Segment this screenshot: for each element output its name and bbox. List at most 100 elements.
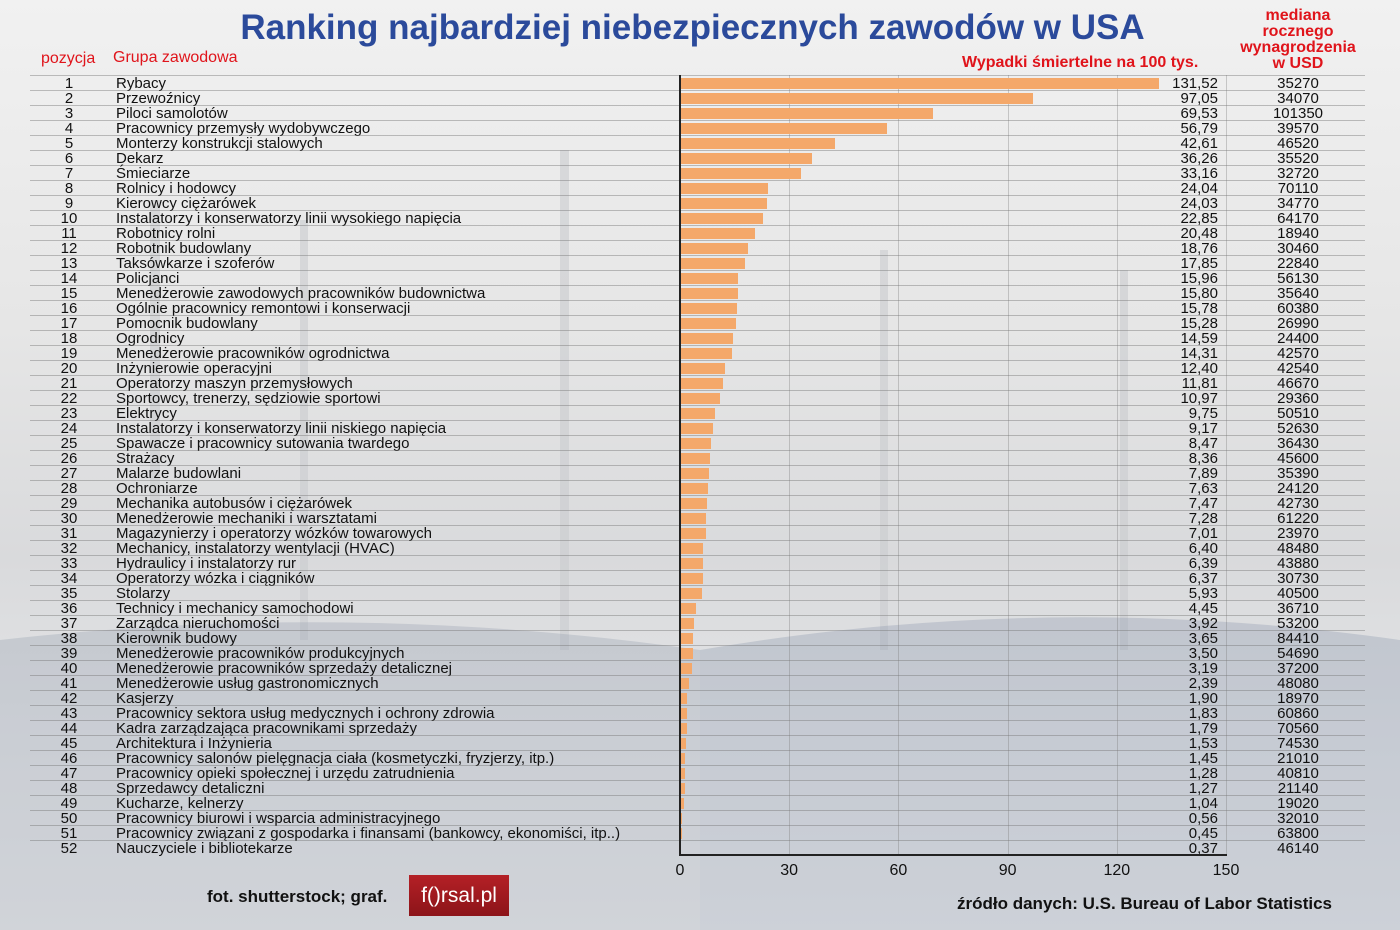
table-row: 43 Pracownicy sektora usług medycznych i … [30, 705, 1365, 721]
row-salary: 36710 [1277, 600, 1319, 617]
row-position: 29 [60, 495, 78, 512]
row-occupation: Operatorzy wózka i ciągników [116, 570, 315, 587]
bar-value-label: 7,28 [1188, 510, 1218, 527]
table-row: 44 Kadra zarządzająca pracownikami sprzed… [30, 720, 1365, 736]
row-position: 25 [60, 435, 78, 452]
row-position: 48 [60, 780, 78, 797]
x-tick-label: 120 [1103, 862, 1131, 879]
table-row: 17 Pomocnik budowlany 15,28 26990 [30, 315, 1365, 331]
bar [680, 648, 693, 659]
x-tick-label: 90 [998, 862, 1017, 879]
row-salary: 48080 [1277, 675, 1319, 692]
table-row: 10 Instalatorzy i konserwatorzy linii wys… [30, 210, 1365, 226]
row-salary: 40810 [1277, 765, 1319, 782]
bar-value-label: 24,04 [1180, 180, 1218, 197]
row-position: 1 [64, 75, 74, 92]
table-row: 41 Menedżerowie usług gastronomicznych 2,3… [30, 675, 1365, 691]
row-salary: 18940 [1277, 225, 1319, 242]
row-position: 16 [60, 300, 78, 317]
row-occupation: Śmieciarze [116, 165, 191, 182]
row-salary: 23970 [1277, 525, 1319, 542]
row-position: 44 [60, 720, 78, 737]
bar [680, 153, 812, 164]
row-occupation: Strażacy [116, 450, 175, 467]
row-position: 4 [64, 120, 74, 137]
row-occupation: Kadra zarządzająca pracownikami sprzedaż… [116, 720, 417, 737]
row-occupation: Przewoźnicy [116, 90, 201, 107]
bar-value-label: 14,31 [1180, 345, 1218, 362]
bar [680, 813, 683, 824]
row-salary: 60380 [1277, 300, 1319, 317]
row-occupation: Nauczyciele i bibliotekarze [116, 840, 293, 857]
row-salary: 46670 [1277, 375, 1319, 392]
bar [680, 558, 704, 569]
row-position: 46 [60, 750, 78, 767]
forsal-logo[interactable]: f()rsal.pl [409, 875, 509, 916]
table-row: 16 Ogólnie pracownicy remontowi i konserw… [30, 300, 1365, 316]
bar-value-label: 11,81 [1181, 375, 1218, 392]
header-salary: mediana rocznego wynagrodzenia w USD [1228, 8, 1368, 72]
row-occupation: Sprzedawcy detaliczni [116, 780, 265, 797]
row-occupation: Kierownik budowy [116, 630, 237, 647]
table-row: 51 Pracownicy związani z gospodarka i fin… [30, 825, 1365, 841]
bar-value-label: 12,40 [1180, 360, 1218, 377]
table-row: 6 Dekarz 36,26 35520 [30, 150, 1365, 166]
row-occupation: Operatorzy maszyn przemysłowych [116, 375, 353, 392]
table-row: 21 Operatorzy maszyn przemysłowych 11,81 46… [30, 375, 1365, 391]
bar-value-label: 7,01 [1188, 525, 1218, 542]
bar [680, 453, 711, 464]
row-occupation: Inżynierowie operacyjni [116, 360, 272, 377]
header-salary-line: w USD [1272, 55, 1324, 72]
row-position: 8 [64, 180, 74, 197]
bar [680, 108, 934, 119]
x-tick-label: 150 [1212, 862, 1240, 879]
row-position: 41 [60, 675, 78, 692]
bar-value-label: 15,80 [1180, 285, 1218, 302]
bar-value-label: 14,59 [1180, 330, 1218, 347]
row-salary: 42540 [1277, 360, 1319, 377]
row-salary: 35520 [1277, 150, 1319, 167]
bar [680, 303, 738, 314]
row-position: 14 [60, 270, 78, 287]
table-row: 29 Mechanika autobusów i ciężarówek 7,47 42… [30, 495, 1365, 511]
table-row: 18 Ogrodnicy 14,59 24400 [30, 330, 1365, 346]
bar-value-label: 33,16 [1180, 165, 1218, 182]
x-axis-line [679, 854, 1227, 856]
row-occupation: Pomocnik budowlany [116, 315, 258, 332]
row-position: 22 [60, 390, 78, 407]
row-position: 28 [60, 480, 78, 497]
row-occupation: Menedżerowie usług gastronomicznych [116, 675, 379, 692]
row-position: 40 [60, 660, 78, 677]
row-position: 15 [60, 285, 78, 302]
row-position: 9 [64, 195, 74, 212]
row-salary: 42730 [1277, 495, 1319, 512]
row-position: 35 [60, 585, 78, 602]
row-position: 50 [60, 810, 78, 827]
row-position: 6 [64, 150, 74, 167]
bar-value-label: 17,85 [1180, 255, 1218, 272]
row-salary: 45600 [1277, 450, 1319, 467]
header-salary-line: wynagrodzenia [1240, 39, 1356, 56]
bar [680, 528, 706, 539]
row-occupation: Pracownicy biurowi i wsparcia administra… [116, 810, 441, 827]
row-position: 45 [60, 735, 78, 752]
table-row: 38 Kierownik budowy 3,65 84410 [30, 630, 1365, 646]
row-occupation: Sportowcy, trenerzy, sędziowie sportowi [116, 390, 381, 407]
table-row: 24 Instalatorzy i konserwatorzy linii nis… [30, 420, 1365, 436]
row-occupation: Zarządca nieruchomości [116, 615, 280, 632]
row-occupation: Taksówkarze i szoferów [116, 255, 275, 272]
row-salary: 70560 [1277, 720, 1319, 737]
row-occupation: Technicy i mechanicy samochodowi [116, 600, 354, 617]
gridline [1226, 75, 1227, 854]
row-salary: 24120 [1277, 480, 1319, 497]
row-position: 49 [60, 795, 78, 812]
row-salary: 74530 [1277, 735, 1319, 752]
bar-value-label: 56,79 [1180, 120, 1218, 137]
table-row: 13 Taksówkarze i szoferów 17,85 22840 [30, 255, 1365, 271]
table-row: 46 Pracownicy salonów pielęgnacja ciała (… [30, 750, 1365, 766]
x-tick-label: 30 [780, 862, 799, 879]
bar-value-label: 1,45 [1188, 750, 1218, 767]
row-position: 10 [60, 210, 78, 227]
row-occupation: Stolarzy [116, 585, 171, 602]
bar [680, 798, 684, 809]
